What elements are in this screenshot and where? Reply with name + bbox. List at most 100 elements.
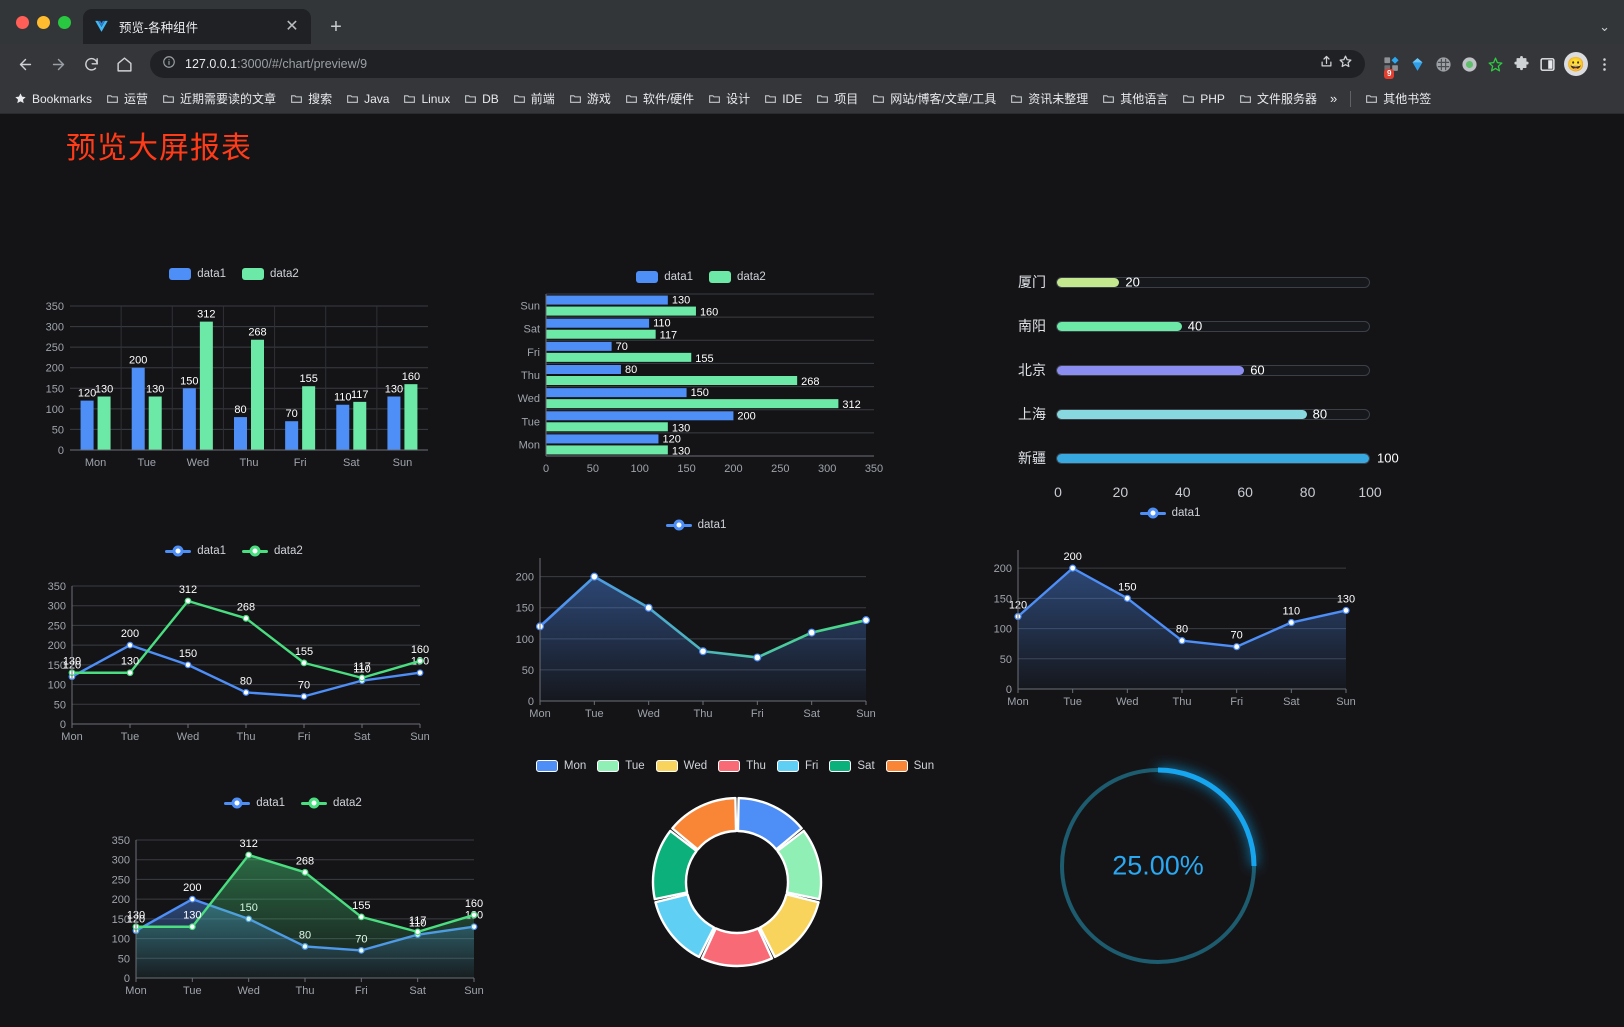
data-point-label: 110	[353, 664, 371, 676]
close-window-button[interactable]	[16, 15, 29, 29]
legend-item[interactable]: Mon	[535, 760, 586, 772]
maximize-window-button[interactable]	[58, 15, 71, 29]
legend-item[interactable]: Tue	[597, 760, 645, 772]
bookmark-folder[interactable]: 运营	[100, 87, 154, 110]
legend-item[interactable]: Thu	[718, 760, 766, 772]
bar-value-label: 130	[95, 384, 113, 396]
minimize-window-button[interactable]	[37, 15, 50, 29]
bookmark-folder[interactable]: IDE	[758, 89, 808, 109]
legend-item[interactable]: data1	[665, 519, 726, 531]
bookmark-folder[interactable]: Java	[340, 89, 395, 109]
x-axis-tick: Fri	[298, 731, 311, 743]
home-icon[interactable]	[109, 49, 139, 79]
y-axis-tick: 150	[112, 914, 130, 926]
bookmark-folder[interactable]: 文件服务器	[1233, 87, 1323, 110]
legend-item[interactable]: data1	[636, 271, 693, 283]
bookmark-folder[interactable]: 游戏	[563, 87, 617, 110]
data-point	[1233, 643, 1241, 651]
x-axis-tick: Mon	[61, 731, 82, 743]
bookmark-folder[interactable]: 设计	[702, 87, 756, 110]
forward-arrow-icon[interactable]	[43, 49, 73, 79]
x-axis-tick: Sun	[393, 457, 413, 469]
bookmarks-overflow-button[interactable]: »	[1329, 91, 1338, 106]
legend-item[interactable]: data2	[242, 545, 303, 557]
diamond-extension-icon[interactable]	[1408, 55, 1427, 74]
bookmark-folder[interactable]: 项目	[810, 87, 864, 110]
site-info-icon[interactable]	[162, 55, 176, 74]
data-point-label: 160	[465, 898, 483, 910]
legend-item[interactable]: Sun	[885, 760, 935, 772]
bookmark-folder[interactable]: PHP	[1176, 89, 1231, 109]
bookmark-folder[interactable]: 网站/博客/文章/工具	[866, 87, 1002, 110]
legend-item[interactable]: Fri	[776, 760, 818, 772]
y-axis-tick: 50	[118, 953, 130, 965]
browser-tab[interactable]: 预览-各种组件 ✕	[83, 9, 311, 44]
bar-value-label: 117	[351, 389, 369, 401]
legend-item[interactable]: data2	[709, 271, 766, 283]
chart-legend: data1 data2	[98, 792, 488, 814]
bookmark-folder[interactable]: Linux	[397, 89, 456, 109]
star-outline-extension-icon[interactable]	[1486, 55, 1505, 74]
y-axis-tick: 250	[48, 620, 66, 632]
legend-item[interactable]: Sat	[829, 760, 875, 772]
green-dot-extension-icon[interactable]	[1460, 55, 1479, 74]
bookmark-folder-other[interactable]: 其他书签	[1359, 87, 1437, 110]
legend-item[interactable]: data1	[169, 268, 226, 280]
folder-icon	[464, 92, 477, 105]
new-tab-button[interactable]: +	[330, 15, 342, 38]
x-axis-tick: 250	[771, 463, 789, 475]
legend-item[interactable]: data2	[301, 797, 362, 809]
x-axis-tick: Wed	[637, 708, 659, 720]
x-axis-tick: Thu	[296, 985, 315, 997]
bookmark-folder-label: 设计	[726, 92, 751, 106]
sidepanel-icon[interactable]	[1538, 55, 1557, 74]
x-axis-tick: Wed	[237, 985, 259, 997]
progress-row-label: 新疆	[1018, 450, 1046, 466]
grid-extension-icon[interactable]: 9	[1382, 55, 1401, 79]
share-icon[interactable]	[1319, 54, 1334, 74]
avatar[interactable]: 😀	[1564, 52, 1588, 76]
address-bar[interactable]: 127.0.0.1:3000/#/chart/preview/9	[150, 50, 1365, 78]
progress-track: 20	[1056, 275, 1370, 290]
progress-fill	[1057, 453, 1369, 463]
y-axis-tick: 100	[112, 934, 130, 946]
close-tab-button[interactable]: ✕	[285, 17, 299, 35]
bar	[546, 306, 696, 316]
bookmark-folder[interactable]: 其他语言	[1096, 87, 1174, 110]
legend-item[interactable]: data1	[165, 545, 226, 557]
legend-label: Sun	[913, 760, 935, 772]
chart-vertical-bar: data1 data2 0 50 100 150 200 250 300 350 120 130 Mo…	[34, 264, 434, 479]
bar	[546, 329, 656, 339]
bookmark-folder-label: 其他书签	[1383, 92, 1432, 106]
legend-item[interactable]: data1	[1139, 507, 1200, 519]
bookmark-folder-label: 游戏	[586, 92, 611, 106]
legend-item[interactable]: data2	[242, 268, 299, 280]
bookmark-folder[interactable]: 搜索	[284, 87, 338, 110]
reload-icon[interactable]	[76, 49, 106, 79]
bookmark-folder[interactable]: 资讯未整理	[1004, 87, 1094, 110]
puzzle-extension-icon[interactable]	[1512, 55, 1531, 74]
bookmark-folder[interactable]: DB	[458, 89, 505, 109]
legend-item[interactable]: Wed	[655, 760, 707, 772]
bookmark-folder[interactable]: 软件/硬件	[619, 87, 700, 110]
star-icon[interactable]	[1338, 54, 1353, 74]
y-axis-tick: 200	[516, 572, 534, 584]
kebab-menu-icon[interactable]	[1595, 55, 1614, 74]
x-axis-tick: 60	[1237, 484, 1253, 500]
bar-value-label: 200	[129, 355, 147, 367]
bookmark-root[interactable]: Bookmarks	[8, 89, 98, 109]
bar-value-label: 120	[78, 388, 96, 400]
bookmark-folder[interactable]: 前端	[507, 87, 561, 110]
progress-fill	[1057, 409, 1307, 419]
data-point-label: 312	[239, 838, 257, 850]
bar	[546, 434, 659, 444]
legend-item[interactable]: data1	[224, 797, 285, 809]
data-point	[357, 913, 365, 921]
chevron-down-icon[interactable]: ⌄	[1599, 19, 1610, 34]
bar	[546, 341, 612, 351]
bookmark-folder-label: 文件服务器	[1256, 92, 1317, 106]
sudoku-extension-icon[interactable]	[1434, 55, 1453, 74]
back-arrow-icon[interactable]	[10, 49, 40, 79]
progress-fill	[1057, 277, 1120, 287]
bookmark-folder[interactable]: 近期需要读的文章	[156, 87, 282, 110]
